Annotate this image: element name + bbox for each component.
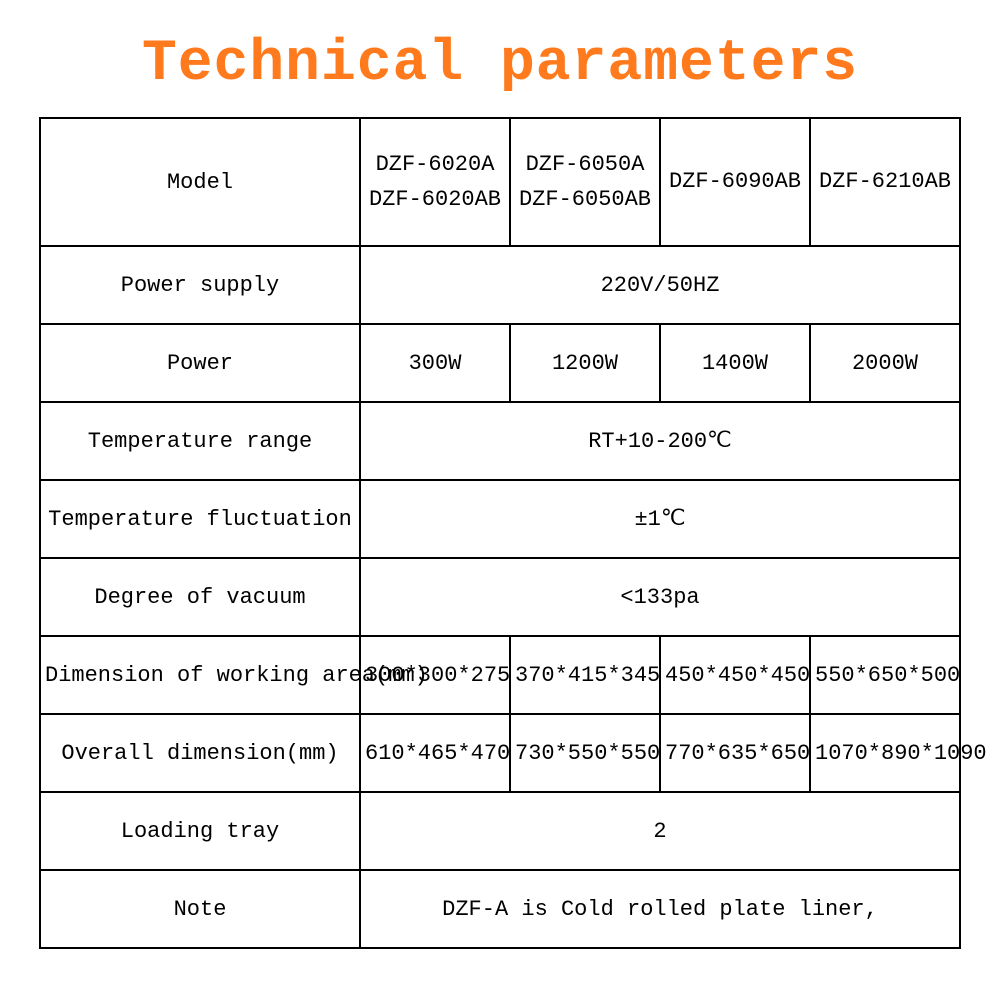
row-5-label: Dimension of working area(mm) (40, 636, 360, 714)
row-6-v3: 1070*890*1090 (810, 714, 960, 792)
row-1-v2: 1400W (660, 324, 810, 402)
row-working-dim: Dimension of working area(mm) 300*300*27… (40, 636, 960, 714)
row-5-v0: 300*300*275 (360, 636, 510, 714)
row-0-label: Power supply (40, 246, 360, 324)
row-0-value: 220V/50HZ (360, 246, 960, 324)
row-7-value: 2 (360, 792, 960, 870)
row-2-label: Temperature range (40, 402, 360, 480)
header-col-3: DZF-6210AB (810, 118, 960, 246)
header-col-2-line1: DZF-6090AB (665, 164, 805, 199)
row-overall-dim: Overall dimension(mm) 610*465*470 730*55… (40, 714, 960, 792)
row-7-label: Loading tray (40, 792, 360, 870)
row-2-value: RT+10-200℃ (360, 402, 960, 480)
row-3-value: ±1℃ (360, 480, 960, 558)
header-col-1-line1: DZF-6050A (515, 147, 655, 182)
row-8-value: DZF-A is Cold rolled plate liner, (360, 870, 960, 948)
row-1-v0: 300W (360, 324, 510, 402)
row-power-supply: Power supply 220V/50HZ (40, 246, 960, 324)
row-6-v1: 730*550*550 (510, 714, 660, 792)
row-temp-range: Temperature range RT+10-200℃ (40, 402, 960, 480)
header-col-0-line1: DZF-6020A (365, 147, 505, 182)
row-8-label: Note (40, 870, 360, 948)
header-col-1: DZF-6050A DZF-6050AB (510, 118, 660, 246)
header-col-0: DZF-6020A DZF-6020AB (360, 118, 510, 246)
row-5-v1: 370*415*345 (510, 636, 660, 714)
row-1-label: Power (40, 324, 360, 402)
header-model-label: Model (40, 118, 360, 246)
row-loading-tray: Loading tray 2 (40, 792, 960, 870)
row-vacuum: Degree of vacuum <133pa (40, 558, 960, 636)
row-6-v2: 770*635*650 (660, 714, 810, 792)
row-6-label: Overall dimension(mm) (40, 714, 360, 792)
row-4-label: Degree of vacuum (40, 558, 360, 636)
row-1-v3: 2000W (810, 324, 960, 402)
row-1-v1: 1200W (510, 324, 660, 402)
page-title: Technical parameters (142, 32, 858, 97)
header-col-1-line2: DZF-6050AB (515, 182, 655, 217)
row-6-v0: 610*465*470 (360, 714, 510, 792)
header-col-2: DZF-6090AB (660, 118, 810, 246)
row-note: Note DZF-A is Cold rolled plate liner, (40, 870, 960, 948)
row-4-value: <133pa (360, 558, 960, 636)
spec-table: Model DZF-6020A DZF-6020AB DZF-6050A DZF… (39, 117, 961, 949)
row-power: Power 300W 1200W 1400W 2000W (40, 324, 960, 402)
row-5-v2: 450*450*450 (660, 636, 810, 714)
table-header-row: Model DZF-6020A DZF-6020AB DZF-6050A DZF… (40, 118, 960, 246)
header-col-3-line1: DZF-6210AB (815, 164, 955, 199)
row-temp-fluct: Temperature fluctuation ±1℃ (40, 480, 960, 558)
row-3-label: Temperature fluctuation (40, 480, 360, 558)
header-col-0-line2: DZF-6020AB (365, 182, 505, 217)
row-5-v3: 550*650*500 (810, 636, 960, 714)
